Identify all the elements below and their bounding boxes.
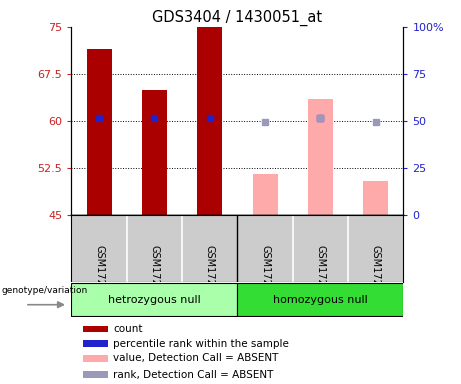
Text: hetrozygous null: hetrozygous null [108,295,201,305]
Text: GSM172070: GSM172070 [205,245,215,305]
Bar [197,27,222,215]
Bar [142,89,167,215]
Text: count: count [113,324,142,334]
Text: value, Detection Call = ABSENT: value, Detection Call = ABSENT [113,353,278,364]
Text: percentile rank within the sample: percentile rank within the sample [113,339,289,349]
Text: GSM172071: GSM172071 [260,245,270,305]
Bar [253,174,278,215]
Bar [87,49,112,215]
Title: GDS3404 / 1430051_at: GDS3404 / 1430051_at [152,9,323,25]
Text: rank, Detection Call = ABSENT: rank, Detection Call = ABSENT [113,369,273,380]
Bar [83,355,108,362]
Bar [83,371,108,378]
FancyBboxPatch shape [237,283,403,316]
Text: GSM172073: GSM172073 [371,245,381,305]
Bar [308,99,333,215]
Text: GSM172069: GSM172069 [149,245,160,305]
Bar [363,180,388,215]
FancyBboxPatch shape [71,283,237,316]
Text: homozygous null: homozygous null [273,295,368,305]
Text: genotype/variation: genotype/variation [1,286,88,295]
Bar [308,99,333,215]
Text: GSM172068: GSM172068 [94,245,104,305]
Bar [83,340,108,347]
Text: GSM172072: GSM172072 [315,245,325,305]
Bar [83,326,108,332]
